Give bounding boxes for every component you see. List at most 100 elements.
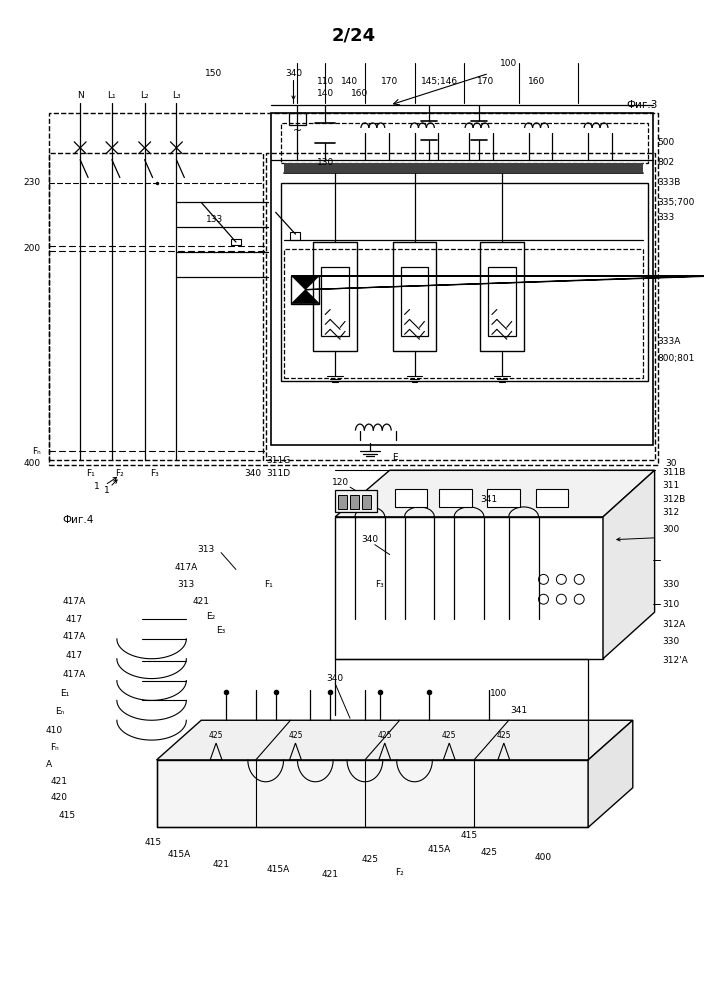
- Text: F₂: F₂: [395, 868, 404, 877]
- Bar: [284, 249, 643, 378]
- Text: 150: 150: [204, 69, 222, 78]
- Polygon shape: [588, 720, 633, 827]
- Text: 160: 160: [528, 77, 545, 86]
- Text: 340: 340: [361, 535, 378, 544]
- Text: F₃: F₃: [375, 580, 384, 589]
- Text: 340: 340: [285, 69, 302, 78]
- Text: 417A: 417A: [63, 597, 86, 606]
- Text: 421: 421: [51, 777, 68, 786]
- Text: 400: 400: [535, 853, 552, 862]
- Bar: [288, 113, 306, 125]
- Text: 415: 415: [460, 831, 478, 840]
- Bar: [49, 113, 658, 465]
- Polygon shape: [603, 470, 655, 659]
- Text: 417: 417: [66, 615, 83, 624]
- Text: 2/24: 2/24: [332, 27, 376, 45]
- Text: 800;801: 800;801: [658, 354, 695, 363]
- Text: 415A: 415A: [428, 845, 451, 854]
- Text: 312'A: 312'A: [662, 656, 689, 665]
- Bar: [335, 490, 377, 512]
- Text: 425: 425: [288, 731, 303, 740]
- Text: 341: 341: [480, 495, 498, 504]
- Text: 313: 313: [197, 545, 215, 554]
- Text: 311D: 311D: [267, 469, 291, 478]
- Text: 425: 425: [361, 855, 378, 864]
- Text: 1: 1: [94, 482, 100, 491]
- Text: 333: 333: [658, 213, 675, 222]
- Bar: [439, 489, 472, 507]
- Text: 341: 341: [510, 706, 527, 715]
- Text: 425: 425: [442, 731, 457, 740]
- Text: 417A: 417A: [63, 670, 86, 679]
- Text: L₃: L₃: [172, 91, 181, 100]
- Text: 417A: 417A: [175, 563, 198, 572]
- Text: 333B: 333B: [658, 178, 681, 187]
- Bar: [271, 113, 653, 445]
- Text: 425: 425: [209, 731, 223, 740]
- Polygon shape: [156, 720, 633, 760]
- Text: 100: 100: [490, 689, 508, 698]
- Bar: [392, 242, 436, 351]
- Text: F₁: F₁: [86, 469, 95, 478]
- Text: 160: 160: [351, 89, 368, 98]
- Text: 415A: 415A: [267, 865, 290, 874]
- Text: 311: 311: [662, 481, 680, 490]
- Text: 313: 313: [177, 580, 195, 589]
- Text: 421: 421: [193, 597, 210, 606]
- Text: 417A: 417A: [63, 632, 86, 641]
- Text: 340: 340: [244, 469, 262, 478]
- Text: A: A: [47, 760, 52, 769]
- Text: 170: 170: [381, 77, 398, 86]
- Text: 802: 802: [658, 158, 674, 167]
- Bar: [536, 489, 568, 507]
- Text: 420: 420: [51, 793, 68, 802]
- Polygon shape: [291, 276, 320, 290]
- Text: 300: 300: [662, 525, 680, 534]
- Text: L₁: L₁: [107, 91, 116, 100]
- Text: 312B: 312B: [662, 495, 686, 504]
- Text: 1: 1: [104, 486, 110, 495]
- Bar: [281, 123, 648, 163]
- Text: 421: 421: [213, 860, 230, 869]
- Text: 311G: 311G: [267, 456, 291, 465]
- Bar: [313, 242, 357, 351]
- Text: E₃: E₃: [216, 626, 226, 635]
- Text: 340: 340: [327, 674, 344, 683]
- Text: 335;700: 335;700: [658, 198, 695, 207]
- Text: 230: 230: [23, 178, 40, 187]
- Text: 415: 415: [145, 838, 162, 847]
- Bar: [49, 153, 263, 460]
- Bar: [291, 276, 320, 304]
- Text: 425: 425: [378, 731, 392, 740]
- Text: E: E: [392, 453, 397, 462]
- Bar: [362, 495, 371, 509]
- Text: 333A: 333A: [658, 337, 681, 346]
- Bar: [321, 267, 349, 336]
- Polygon shape: [335, 470, 655, 517]
- Text: 133: 133: [206, 215, 223, 224]
- Text: 100: 100: [500, 59, 518, 68]
- Text: F₃: F₃: [150, 469, 159, 478]
- Text: 330: 330: [662, 580, 680, 589]
- Text: 145;146: 145;146: [421, 77, 458, 86]
- Bar: [338, 495, 347, 509]
- Bar: [284, 163, 643, 173]
- Text: Fₙ: Fₙ: [50, 743, 59, 752]
- Text: 140: 140: [341, 77, 358, 86]
- Text: F₁: F₁: [264, 580, 273, 589]
- Text: 170: 170: [477, 77, 495, 86]
- Polygon shape: [335, 517, 603, 659]
- Bar: [395, 489, 428, 507]
- Text: ~: ~: [293, 126, 302, 136]
- Text: 425: 425: [496, 731, 511, 740]
- Text: N: N: [77, 91, 83, 100]
- Text: 417: 417: [66, 651, 83, 660]
- Bar: [266, 153, 655, 460]
- Bar: [231, 239, 241, 245]
- Text: 312: 312: [662, 508, 679, 517]
- Bar: [281, 183, 648, 381]
- Bar: [480, 242, 524, 351]
- Bar: [291, 232, 300, 240]
- Bar: [350, 495, 359, 509]
- Text: E₂: E₂: [206, 612, 216, 621]
